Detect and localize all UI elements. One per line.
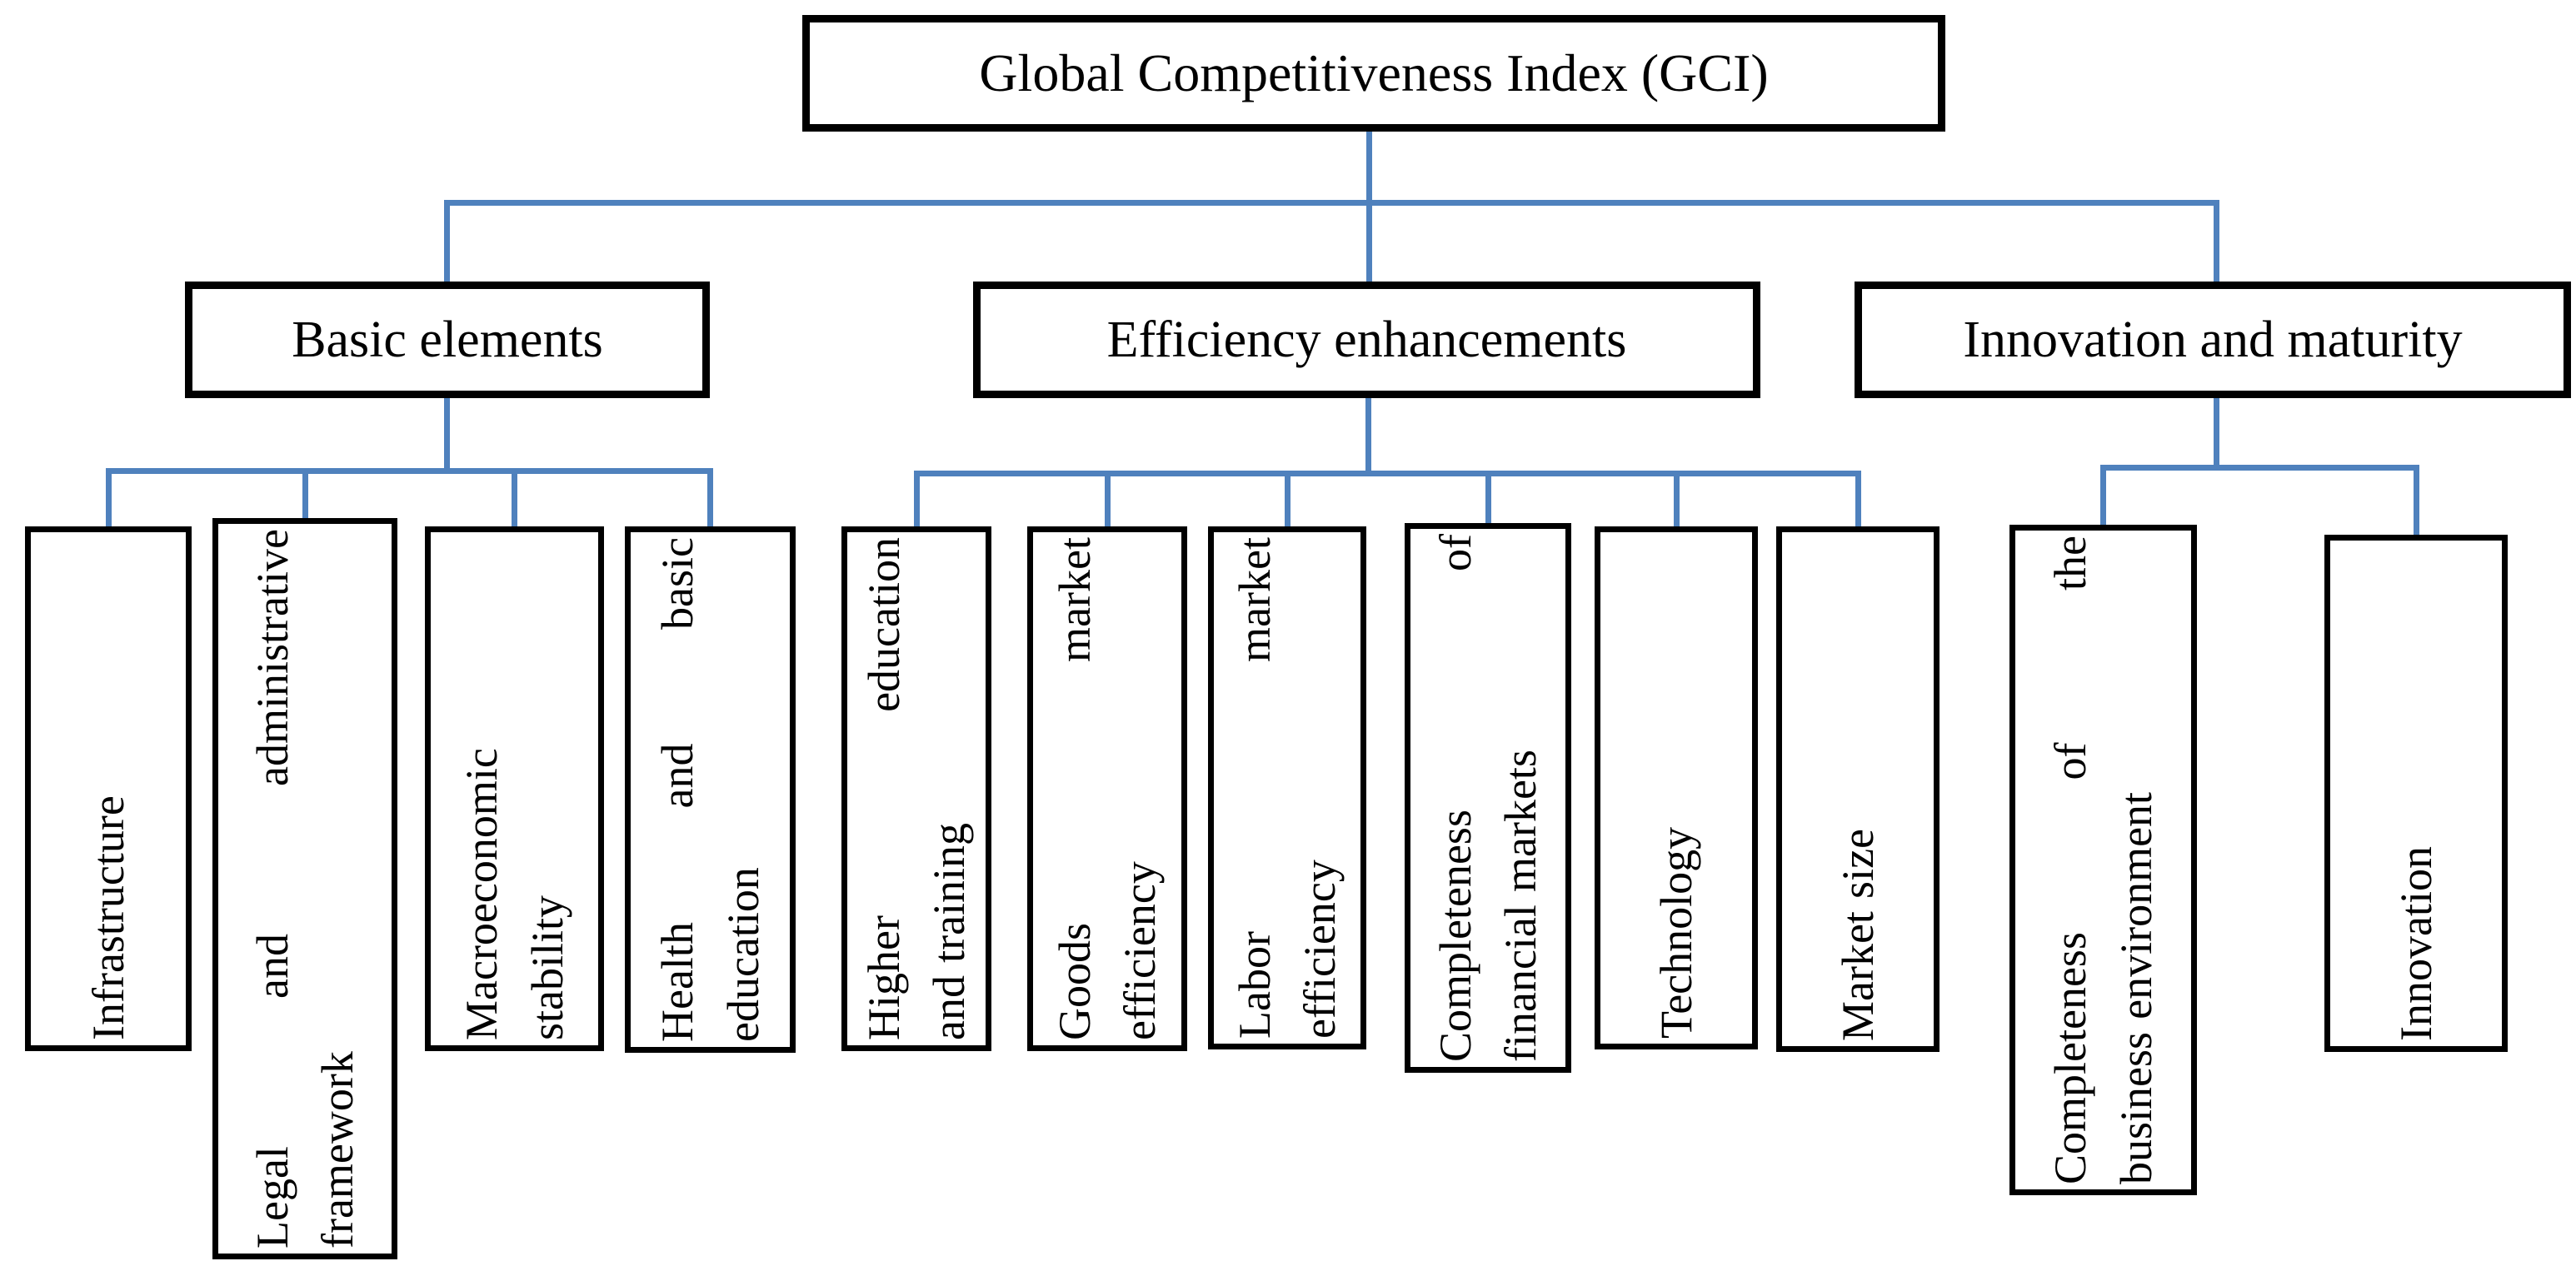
branch-efficiency-enhancements: Efficiency enhancements — [973, 282, 1760, 398]
connector-stub — [2100, 465, 2106, 526]
leaf-label: Market size — [1832, 829, 1883, 1041]
connector-stub — [1485, 471, 1491, 523]
node-infrastructure: Infrastructure — [25, 526, 192, 1051]
node-higher-education-training: Higher education and training — [841, 526, 991, 1051]
leaf-label: Goods market efficiency — [1049, 537, 1165, 1040]
connector-stub — [707, 468, 713, 528]
leaf-label: Labor market efficiency — [1229, 537, 1345, 1039]
connector-stub — [106, 468, 112, 528]
leaf-label: Completeness of financial markets — [1430, 534, 1545, 1062]
node-innovation: Innovation — [2324, 535, 2508, 1052]
connector-stub — [1674, 471, 1680, 528]
node-labor-market-efficiency: Labor market efficiency — [1208, 526, 1366, 1049]
connector-innovation-horizontal — [2100, 465, 2419, 471]
connector-stub — [1285, 471, 1290, 528]
node-health-basic-education: Health and basic education — [625, 526, 796, 1053]
connector-level1-horizontal — [444, 200, 2219, 206]
leaf-label: Technology — [1650, 826, 1701, 1039]
leaf-label: Completeness of the business environment — [2045, 536, 2161, 1184]
connector-efficiency-down — [1365, 398, 1371, 474]
connector-to-basic — [444, 202, 450, 284]
leaf-label: Infrastructure — [82, 795, 133, 1040]
node-goods-market-efficiency: Goods market efficiency — [1027, 526, 1187, 1051]
connector-basic-horizontal — [106, 468, 713, 474]
leaf-label: Health and basic education — [652, 537, 768, 1042]
connector-to-efficiency — [1366, 202, 1372, 284]
connector-stub — [2414, 465, 2419, 536]
branch-label: Innovation and maturity — [1963, 311, 2463, 368]
connector-stub — [1105, 471, 1111, 528]
branch-label: Basic elements — [292, 311, 603, 368]
root-node-gci: Global Competitiveness Index (GCI) — [802, 15, 1945, 132]
node-completeness-business-environment: Completeness of the business environment — [2009, 525, 2197, 1195]
connector-innovation-down — [2214, 398, 2219, 468]
connector-to-innovation — [2214, 202, 2219, 284]
node-completeness-financial-markets: Completeness of financial markets — [1405, 523, 1571, 1073]
leaf-label: Macroeconomic stability — [457, 748, 572, 1040]
diagram-title: Global Competitiveness Index (GCI) — [979, 43, 1769, 102]
connector-title-down — [1366, 129, 1372, 208]
node-technology: Technology — [1595, 526, 1758, 1049]
connector-stub — [914, 471, 920, 528]
connector-basic-down — [444, 398, 450, 471]
leaf-label: Legal and administrative framework — [247, 529, 362, 1249]
node-legal-administrative-framework: Legal and administrative framework — [212, 518, 397, 1259]
connector-stub — [302, 468, 308, 520]
node-market-size: Market size — [1776, 526, 1939, 1052]
leaf-label: Innovation — [2390, 846, 2441, 1041]
branch-label: Efficiency enhancements — [1106, 311, 1627, 368]
connector-efficiency-horizontal — [914, 471, 1861, 476]
connector-stub — [1855, 471, 1861, 528]
connector-stub — [512, 468, 517, 528]
branch-innovation-and-maturity: Innovation and maturity — [1855, 282, 2571, 398]
node-macroeconomic-stability: Macroeconomic stability — [425, 526, 604, 1051]
leaf-label: Higher education and training — [858, 537, 974, 1040]
branch-basic-elements: Basic elements — [185, 282, 710, 398]
